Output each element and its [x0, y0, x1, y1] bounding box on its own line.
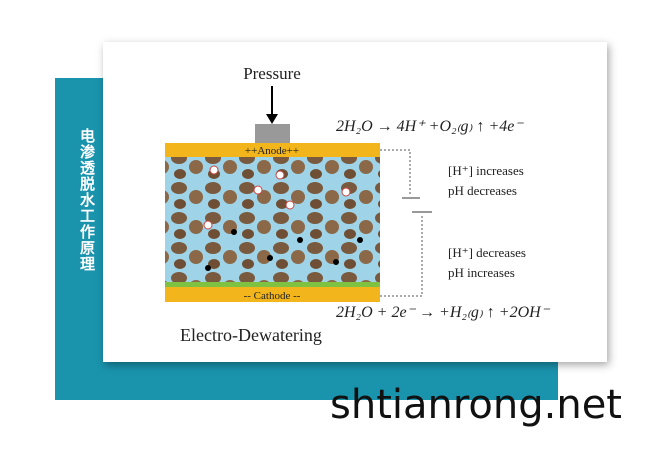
- pressure-block: [255, 124, 290, 143]
- ion: [267, 255, 273, 261]
- ion: [253, 185, 263, 195]
- pressure-label: Pressure: [243, 64, 301, 83]
- ion: [297, 237, 303, 243]
- ion: [203, 220, 213, 230]
- ion: [357, 237, 363, 243]
- caption: Electro-Dewatering: [180, 325, 322, 345]
- cathode-bar: [165, 287, 380, 302]
- ion: [205, 265, 211, 271]
- anode-note: pH decreases: [448, 183, 517, 198]
- green-strip: [165, 282, 380, 287]
- ion: [275, 170, 285, 180]
- cathode-note: pH increases: [448, 265, 515, 280]
- anode-bar: [165, 143, 380, 157]
- ion: [231, 229, 237, 235]
- ions: [203, 165, 363, 271]
- cathode-equation: 2H₂O + 2e⁻ → +H₂₍g₎ ↑ +2OH⁻: [336, 304, 551, 321]
- bracket-top: [380, 149, 411, 196]
- bracket-bottom: [380, 214, 423, 297]
- cathode-label: -- Cathode --: [244, 290, 301, 302]
- soil: [165, 157, 380, 285]
- ion: [333, 259, 339, 265]
- arrow-head: [266, 114, 278, 124]
- ion: [341, 187, 351, 197]
- watermark: shtianrong.net: [330, 382, 622, 428]
- anode-label: ++Anode++: [245, 145, 299, 157]
- cathode-note: [H⁺] decreases: [448, 245, 526, 260]
- anode-note: [H⁺] increases: [448, 163, 524, 178]
- ion: [285, 200, 295, 210]
- ion: [209, 165, 219, 175]
- anode-equation: 2H₂O → 4H⁺ +O₂₍g₎ ↑ +4e⁻: [336, 118, 524, 135]
- side-title: 电渗透脱水工作原理: [78, 128, 96, 272]
- brackets: [380, 149, 423, 297]
